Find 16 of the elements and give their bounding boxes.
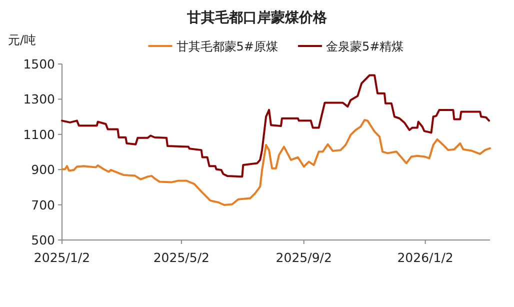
legend-label: 金泉蒙5#精煤: [326, 40, 404, 54]
y-tick-label: 900: [31, 162, 56, 178]
y-tick-label: 700: [31, 197, 56, 212]
y-tick-label: 500: [31, 232, 56, 248]
chart-title: 甘其毛都口岸蒙煤价格: [186, 9, 328, 26]
y-tick-label: 1500: [23, 56, 56, 72]
line-series: [61, 118, 491, 206]
legend-label: 甘其毛都蒙5#原煤: [176, 40, 278, 54]
x-tick-label: 2025/9/2: [276, 250, 332, 265]
y-tick-label: 1300: [23, 92, 56, 107]
line-series: [61, 74, 490, 178]
y-axis-title: 元/吨: [8, 33, 36, 47]
x-tick-label: 2025/5/2: [153, 250, 210, 265]
x-tick-label: 2025/1/2: [34, 250, 90, 265]
y-tick-label: 1100: [23, 126, 56, 142]
x-tick-label: 2026/1/2: [397, 250, 454, 265]
